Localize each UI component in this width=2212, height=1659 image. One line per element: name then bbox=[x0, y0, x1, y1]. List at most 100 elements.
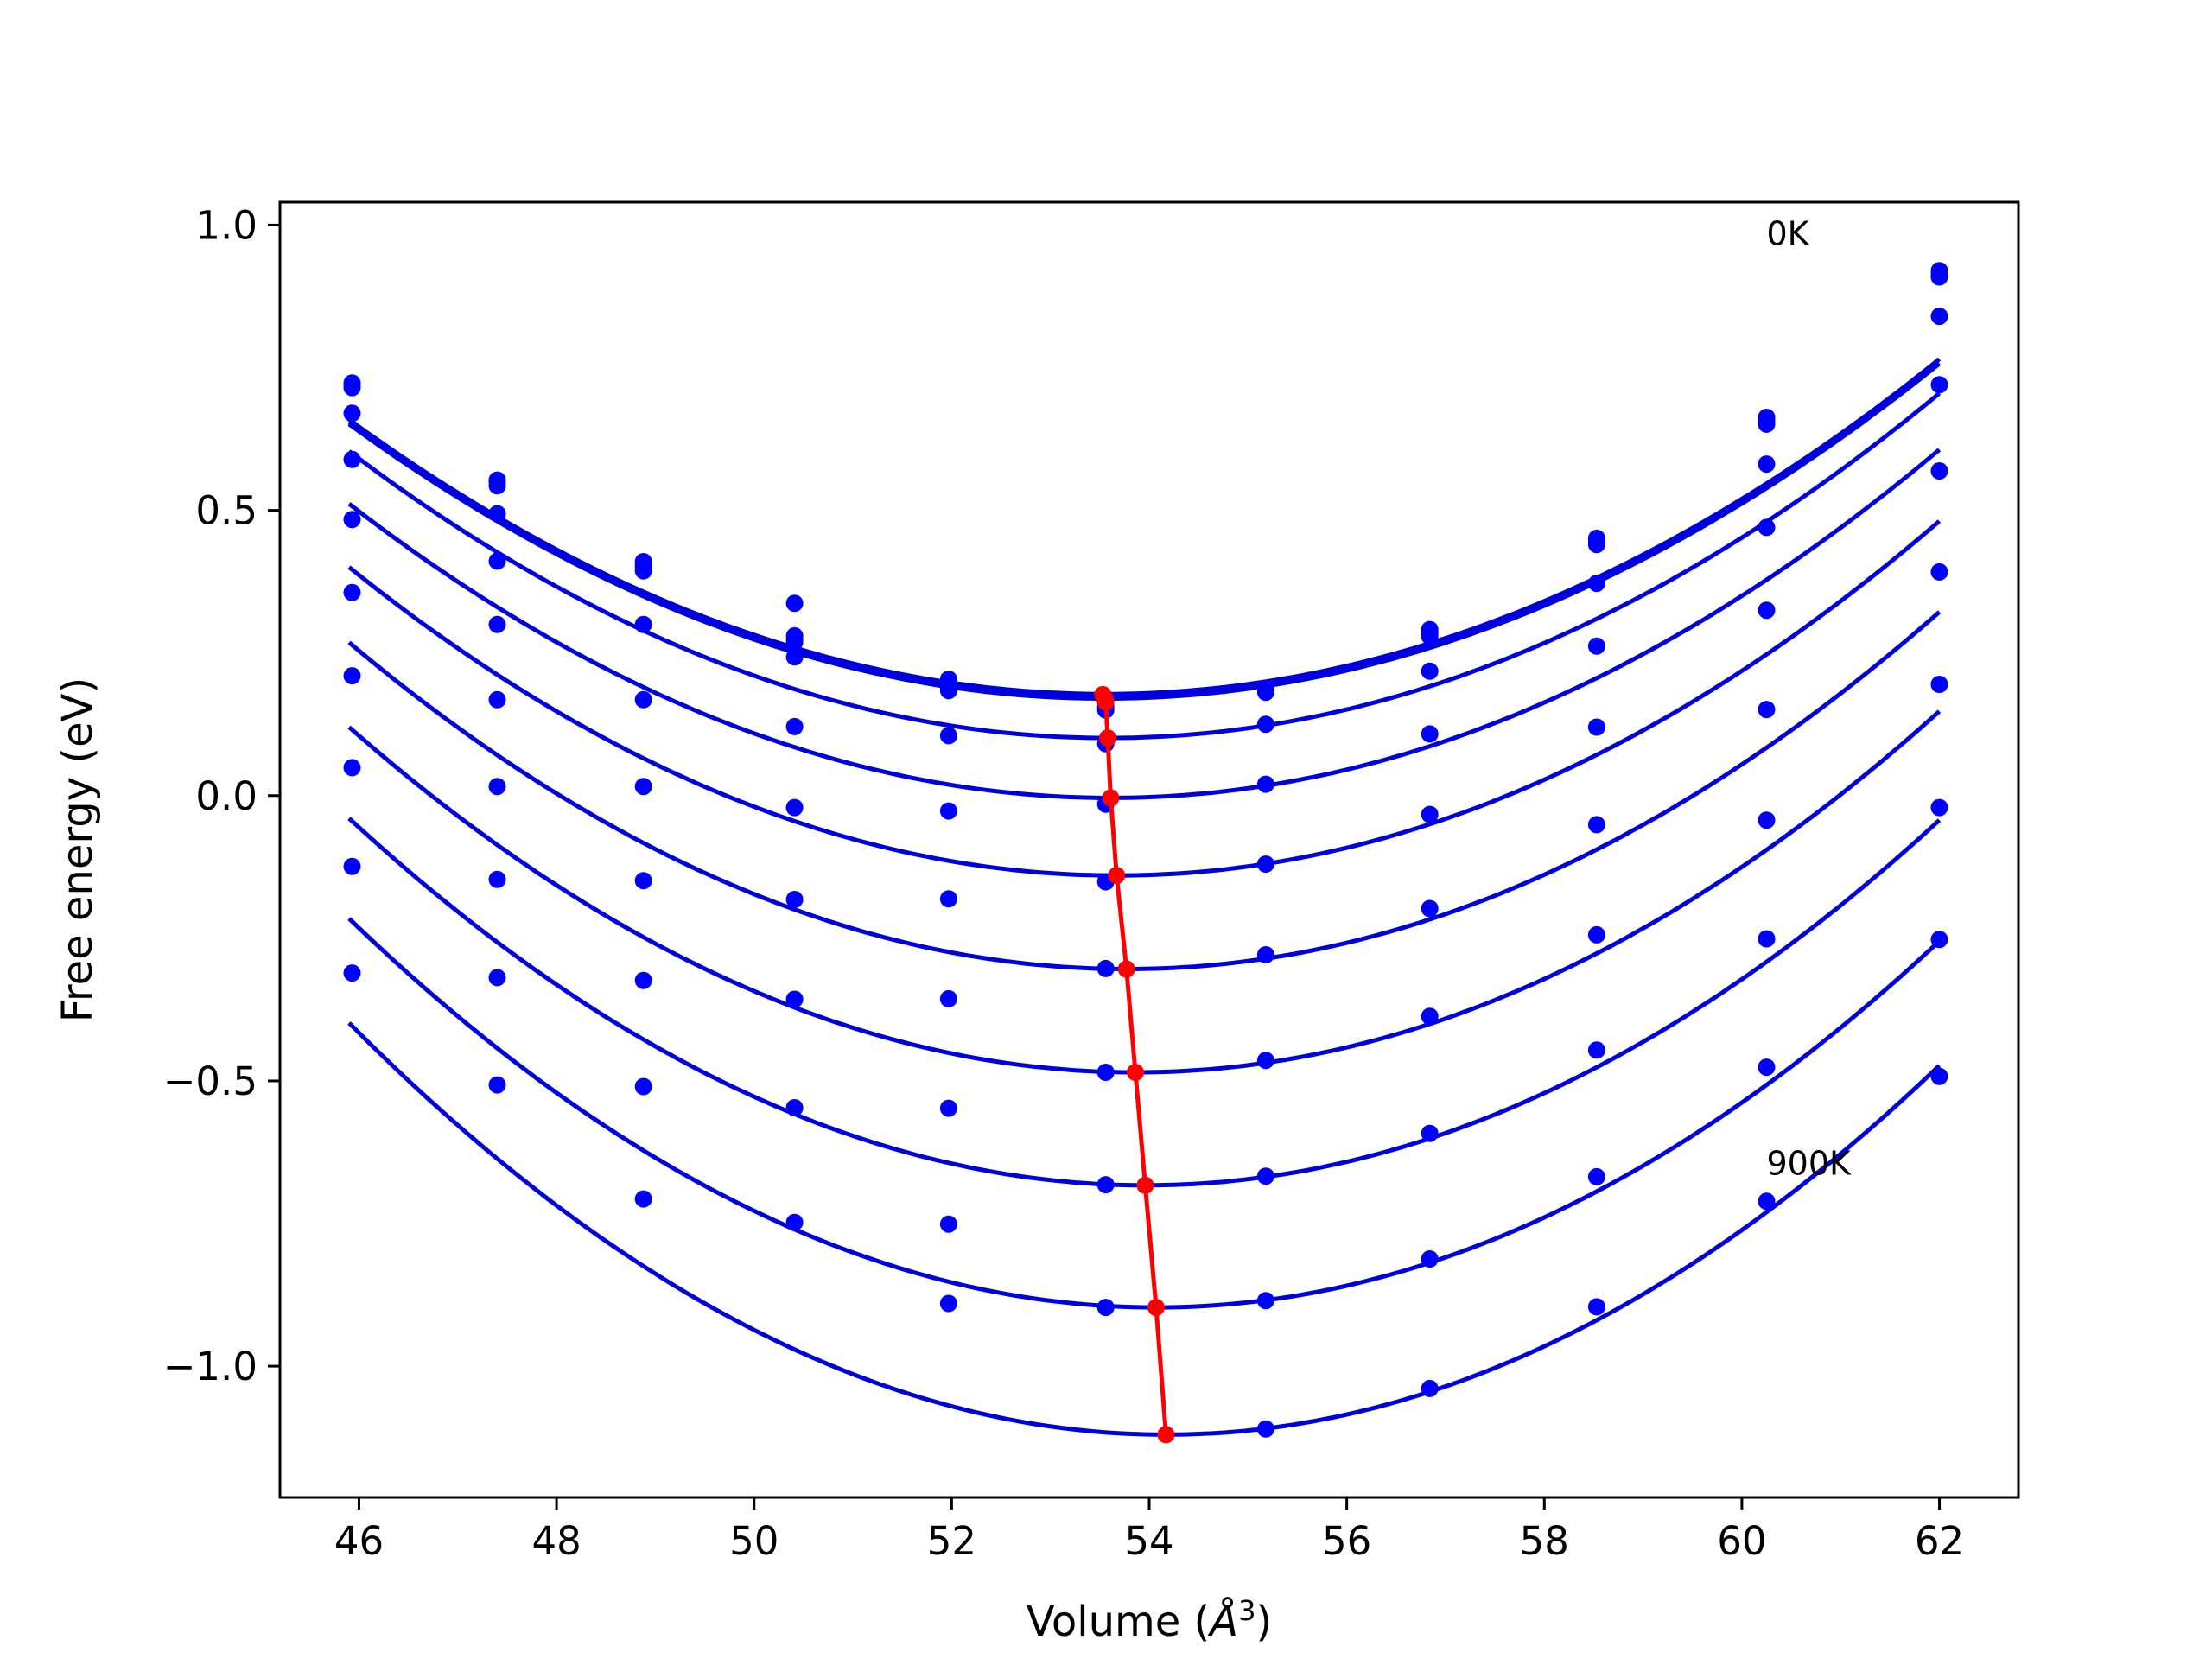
data-point-9-1 bbox=[488, 969, 506, 987]
data-point-10-3 bbox=[785, 1213, 804, 1231]
fit-curve-6 bbox=[347, 610, 1942, 971]
data-point-7-7 bbox=[1421, 1007, 1439, 1026]
x-axis-label-unit: Å bbox=[1207, 1597, 1238, 1646]
data-point-3-2 bbox=[634, 553, 652, 570]
data-point-7-0 bbox=[343, 667, 361, 685]
data-point-6-8 bbox=[1587, 816, 1605, 834]
data-point-2-10 bbox=[1930, 268, 1948, 286]
data-point-3-6 bbox=[1256, 715, 1274, 734]
data-point-9-8 bbox=[1587, 1167, 1605, 1185]
y-tick-label-1: 0.5 bbox=[195, 488, 257, 534]
data-point-8-7 bbox=[1421, 1124, 1439, 1142]
data-point-2-0 bbox=[343, 378, 361, 397]
data-point-4-8 bbox=[1587, 637, 1605, 655]
data-point-8-10 bbox=[1930, 798, 1948, 817]
data-point-4-2 bbox=[634, 615, 652, 633]
fit-curve-2 bbox=[347, 361, 1942, 700]
data-point-10-2 bbox=[634, 1190, 652, 1208]
minimum-point-9 bbox=[1147, 1299, 1165, 1317]
minimum-point-3 bbox=[1099, 729, 1116, 747]
data-point-5-4 bbox=[939, 802, 957, 820]
data-point-9-4 bbox=[939, 1215, 957, 1233]
x-tick-label-2: 50 bbox=[729, 1518, 779, 1564]
data-point-4-0 bbox=[343, 450, 361, 468]
data-point-4-9 bbox=[1758, 518, 1776, 537]
minimum-point-2 bbox=[1096, 693, 1115, 711]
data-point-5-10 bbox=[1930, 462, 1948, 480]
x-tick-label-1: 48 bbox=[531, 1518, 581, 1564]
data-point-2-8 bbox=[1587, 536, 1605, 554]
x-tick-label-8: 62 bbox=[1915, 1518, 1964, 1564]
annotation-0: 0K bbox=[1766, 214, 1809, 252]
data-point-6-7 bbox=[1421, 899, 1439, 918]
y-tick-label-3: −0.5 bbox=[163, 1058, 257, 1104]
x-axis-label-prefix: Volume ( bbox=[1027, 1598, 1211, 1646]
data-point-8-1 bbox=[488, 870, 506, 888]
data-point-4-4 bbox=[939, 727, 957, 745]
data-point-9-0 bbox=[343, 857, 361, 875]
data-point-2-6 bbox=[1256, 683, 1274, 702]
minimum-point-5 bbox=[1108, 867, 1126, 885]
data-point-5-8 bbox=[1587, 718, 1605, 736]
x-tick-label-5: 56 bbox=[1322, 1518, 1371, 1564]
data-point-10-10 bbox=[1930, 1067, 1948, 1085]
data-point-7-2 bbox=[634, 872, 652, 890]
data-point-3-0 bbox=[343, 404, 361, 423]
x-tick-label-3: 52 bbox=[927, 1518, 976, 1564]
data-point-8-5 bbox=[1096, 1064, 1115, 1081]
data-point-3-8 bbox=[1587, 575, 1605, 593]
data-point-4-3 bbox=[785, 648, 804, 666]
data-point-9-10 bbox=[1930, 931, 1948, 949]
data-point-3-4 bbox=[939, 671, 957, 689]
fit-curve-1 bbox=[347, 357, 1942, 696]
data-point-6-1 bbox=[488, 690, 506, 709]
fit-curve-10 bbox=[347, 1021, 1942, 1437]
data-point-4-1 bbox=[488, 552, 506, 570]
data-point-7-4 bbox=[939, 989, 957, 1007]
data-point-4-6 bbox=[1256, 775, 1274, 793]
x-tick-label-4: 54 bbox=[1124, 1518, 1173, 1564]
data-point-10-4 bbox=[939, 1294, 957, 1313]
data-point-8-9 bbox=[1758, 930, 1776, 948]
data-point-8-4 bbox=[939, 1099, 957, 1117]
data-point-10-1 bbox=[488, 1076, 506, 1094]
minimum-point-6 bbox=[1117, 960, 1135, 978]
y-tick-label-0: 1.0 bbox=[195, 202, 257, 248]
data-point-6-0 bbox=[343, 583, 361, 601]
data-point-10-7 bbox=[1421, 1379, 1439, 1397]
x-tick-label-6: 58 bbox=[1520, 1518, 1569, 1564]
data-point-7-8 bbox=[1587, 925, 1605, 944]
data-point-5-3 bbox=[785, 717, 804, 735]
x-axis-label-suffix: ) bbox=[1255, 1598, 1272, 1646]
minimum-line bbox=[1094, 685, 1175, 1444]
y-axis-label: Free energy (eV) bbox=[54, 677, 102, 1022]
data-point-3-1 bbox=[488, 505, 506, 523]
data-point-8-8 bbox=[1587, 1041, 1605, 1059]
data-point-9-2 bbox=[634, 1077, 652, 1096]
data-point-7-9 bbox=[1758, 811, 1776, 830]
data-point-2-9 bbox=[1758, 415, 1776, 433]
fit-curve-4 bbox=[347, 448, 1942, 800]
data-point-4-10 bbox=[1930, 376, 1948, 394]
data-point-9-5 bbox=[1096, 1176, 1115, 1194]
data-point-6-9 bbox=[1758, 701, 1776, 719]
data-point-5-0 bbox=[343, 511, 361, 529]
data-point-5-7 bbox=[1421, 805, 1439, 823]
minimum-point-10 bbox=[1157, 1426, 1175, 1444]
data-point-4-7 bbox=[1421, 725, 1439, 743]
data-point-2-1 bbox=[488, 477, 506, 495]
data-point-10-8 bbox=[1587, 1298, 1605, 1316]
data-point-3-3 bbox=[785, 594, 804, 613]
data-point-3-10 bbox=[1930, 308, 1948, 326]
data-point-9-6 bbox=[1256, 1292, 1274, 1310]
x-tick-label-7: 60 bbox=[1717, 1518, 1766, 1564]
minimum-point-8 bbox=[1136, 1176, 1154, 1194]
y-tick-label-2: 0.0 bbox=[195, 773, 257, 819]
data-points bbox=[343, 262, 1948, 1438]
data-point-6-10 bbox=[1930, 563, 1948, 581]
data-point-2-3 bbox=[785, 633, 804, 652]
data-point-10-5 bbox=[1096, 1299, 1115, 1317]
x-axis-label-exponent: 3 bbox=[1238, 1594, 1255, 1627]
fit-curve-7 bbox=[347, 709, 1942, 1075]
